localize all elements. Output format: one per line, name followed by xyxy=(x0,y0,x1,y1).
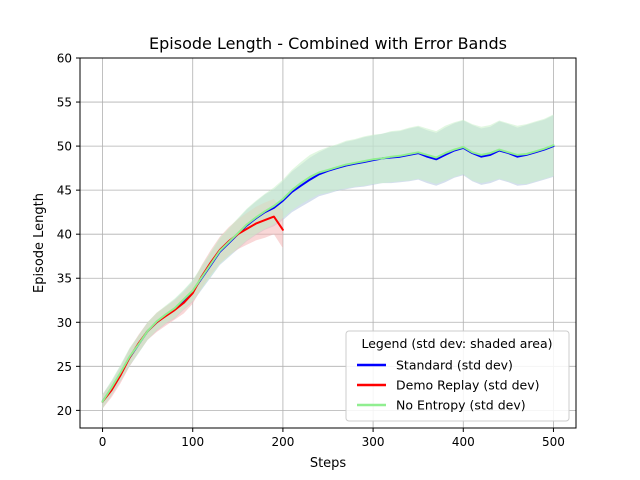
y-tick-label: 40 xyxy=(57,228,72,242)
legend-label: No Entropy (std dev) xyxy=(396,398,526,413)
y-axis-label: Episode Length xyxy=(32,193,47,293)
y-tick-label: 25 xyxy=(57,360,72,374)
x-tick-label: 400 xyxy=(452,435,475,449)
no-entropy-error-band xyxy=(102,114,554,409)
x-tick-label: 300 xyxy=(362,435,385,449)
no-entropy-line xyxy=(101,144,555,403)
y-tick-label: 35 xyxy=(57,272,72,286)
y-tick-label: 55 xyxy=(57,96,72,110)
legend-label: Standard (std dev) xyxy=(396,358,513,373)
legend: Legend (std dev: shaded area) Standard (… xyxy=(345,330,570,422)
x-tick-label: 0 xyxy=(99,435,107,449)
x-tick-label: 100 xyxy=(181,435,204,449)
plot-frame xyxy=(79,57,577,429)
x-axis-ticks: 0 100 200 300 400 500 xyxy=(99,428,565,449)
x-tick-label: 500 xyxy=(542,435,565,449)
legend-box xyxy=(345,330,570,422)
y-tick-label: 20 xyxy=(57,404,72,418)
demo-replay-error-band xyxy=(102,199,283,409)
y-tick-label: 45 xyxy=(57,184,72,198)
y-tick-label: 50 xyxy=(57,140,72,154)
series-lines xyxy=(101,144,555,403)
legend-label: Demo Replay (std dev) xyxy=(396,378,539,393)
y-tick-label: 60 xyxy=(57,52,72,66)
legend-items: Standard (std dev) Demo Replay (std dev) N… xyxy=(357,358,539,413)
legend-title: Legend (std dev: shaded area) xyxy=(362,336,553,351)
x-axis-label: Steps xyxy=(310,456,347,471)
y-axis-ticks: 20 25 30 35 40 45 50 55 60 xyxy=(57,52,80,418)
chart-title: Episode Length - Combined with Error Ban… xyxy=(149,34,507,53)
error-bands xyxy=(102,114,554,409)
x-tick-label: 200 xyxy=(271,435,294,449)
y-tick-label: 30 xyxy=(57,316,72,330)
